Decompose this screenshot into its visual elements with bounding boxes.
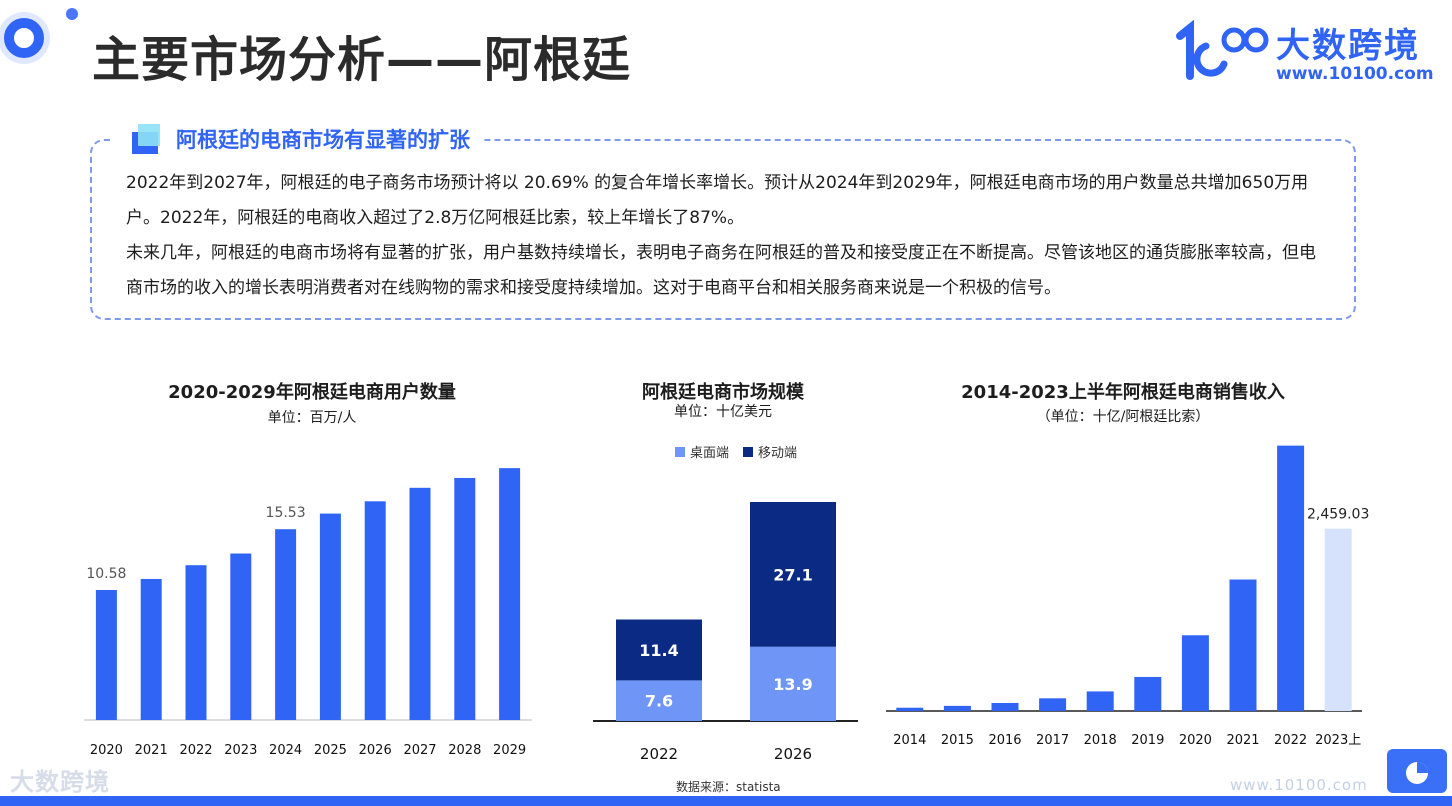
chart1-title: 2020-2029年阿根廷电商用户数量 — [168, 382, 456, 403]
logo-dot-icon — [66, 8, 78, 20]
chart3-tick-2021: 2021 — [1226, 733, 1259, 748]
chart1-bar-2021 — [140, 578, 162, 720]
chart2-data-label-2026-desktop: 13.9 — [773, 675, 812, 694]
chart1-tick-2029: 2029 — [493, 743, 526, 758]
data-source: 数据来源：statista — [676, 780, 781, 794]
chart1-bar-2020 — [95, 590, 117, 720]
chart1-bar-2023 — [230, 553, 252, 720]
footer-bar — [0, 796, 1452, 806]
chart3-bar-2019 — [1134, 676, 1162, 711]
chart1-bar-2029 — [499, 468, 521, 720]
chart1-bar-2022 — [185, 565, 207, 720]
chart2-legend: 桌面端 移动端 — [675, 442, 811, 461]
legend-desktop: 桌面端 — [675, 442, 729, 461]
chart3-tick-2015: 2015 — [941, 733, 974, 748]
summary-tab: 阿根廷的电商市场有显著的扩张 — [112, 118, 484, 160]
chart3-tick-2020: 2020 — [1179, 733, 1212, 748]
chart2-data-label-2026-mobile: 27.1 — [773, 565, 812, 584]
chart1-bar-2027 — [409, 487, 431, 720]
chart2-data-label-2022-desktop: 7.6 — [645, 692, 673, 711]
chart1-tick-2022: 2022 — [179, 743, 212, 758]
chart1-tick-2026: 2026 — [359, 743, 392, 758]
chart1-tick-2021: 2021 — [135, 743, 168, 758]
pie-chart-icon — [1387, 749, 1447, 793]
summary-body: 2022年到2027年，阿根廷的电子商务市场预计将以 20.69% 的复合年增长… — [126, 166, 1326, 306]
chart1-bar-2026 — [364, 501, 386, 720]
chart3-bar-2014 — [896, 707, 924, 711]
chart2-title: 阿根廷电商市场规模 — [642, 382, 804, 403]
chart3-bar-2017 — [1039, 698, 1067, 711]
chart2-bar-2022-mobile — [616, 619, 702, 681]
chart3-bar-2020 — [1181, 635, 1209, 711]
chart1-bar-2028 — [454, 477, 476, 720]
chart1-tick-2023: 2023 — [224, 743, 257, 758]
chart2-tick-2022: 2022 — [640, 745, 678, 763]
chart1-subtitle: 单位：百万/人 — [267, 410, 357, 426]
summary-paragraph-1: 2022年到2027年，阿根廷的电子商务市场预计将以 20.69% 的复合年增长… — [126, 173, 1309, 228]
summary-box — [90, 139, 1356, 320]
chart1-tick-2025: 2025 — [314, 743, 347, 758]
chart3-tick-2019: 2019 — [1131, 733, 1164, 748]
chart3-tick-2022: 2022 — [1274, 733, 1307, 748]
chart2-tick-2026: 2026 — [774, 745, 812, 763]
logo-ring-icon — [4, 18, 44, 58]
chart2-bar-2022-desktop — [616, 680, 702, 721]
chart3-tick-2016: 2016 — [988, 733, 1021, 748]
chart3-bar-2021 — [1229, 579, 1257, 711]
chart1-data-label-2020: 10.58 — [86, 566, 126, 582]
chart2-bar-2026-mobile — [750, 502, 836, 647]
section-square-icon — [126, 124, 162, 154]
chart3-title: 2014-2023上半年阿根廷电商销售收入 — [961, 382, 1285, 403]
chart3-tick-2017: 2017 — [1036, 733, 1069, 748]
chart3-subtitle: （单位：十亿/阿根廷比索） — [1036, 409, 1210, 425]
chart3-bar-2022 — [1277, 445, 1305, 711]
chart3-data-label-2023上: 2,459.03 — [1307, 507, 1369, 523]
legend-desktop-label: 桌面端 — [690, 446, 730, 461]
chart2-bar-2026-desktop — [750, 646, 836, 721]
chart3-tick-2023上: 2023上 — [1315, 733, 1361, 748]
watermark-url: www.10100.com — [1230, 776, 1368, 794]
summary-paragraph-2: 未来几年，阿根廷的电商市场将有显著的扩张，用户基数持续增长，表明电子商务在阿根廷… — [126, 243, 1316, 298]
chart3-tick-2018: 2018 — [1084, 733, 1117, 748]
legend-desktop-swatch — [675, 446, 685, 457]
summary-heading: 阿根廷的电商市场有显著的扩张 — [176, 128, 470, 152]
legend-mobile-label: 移动端 — [758, 446, 798, 461]
chart1-data-label-2024: 15.53 — [266, 505, 306, 521]
chart1-bar-2024 — [275, 529, 297, 720]
chart1-tick-2024: 2024 — [269, 743, 302, 758]
chart1-tick-2020: 2020 — [90, 743, 123, 758]
chart3-tick-2014: 2014 — [893, 733, 926, 748]
chart1-tick-2028: 2028 — [448, 743, 481, 758]
page-title: 主要市场分析——阿根廷 — [92, 32, 632, 88]
watermark-logo: 大数跨境 — [10, 768, 110, 796]
chart1-bar-2025 — [319, 513, 341, 720]
legend-mobile: 移动端 — [743, 442, 797, 461]
chart1-tick-2027: 2027 — [403, 743, 436, 758]
brand-logo-icon — [1176, 19, 1269, 80]
chart2-subtitle: 单位：十亿美元 — [674, 404, 772, 420]
brand-name: 大数跨境 — [1276, 26, 1420, 66]
chart2-data-label-2022-mobile: 11.4 — [639, 641, 678, 660]
chart3-bar-2018 — [1086, 691, 1114, 711]
legend-mobile-swatch — [743, 446, 754, 457]
chart3-bar-2015 — [943, 705, 971, 711]
chart3-bar-2016 — [991, 702, 1019, 711]
brand-url: www.10100.com — [1276, 64, 1434, 84]
chart3-bar-2023上 — [1324, 528, 1352, 711]
